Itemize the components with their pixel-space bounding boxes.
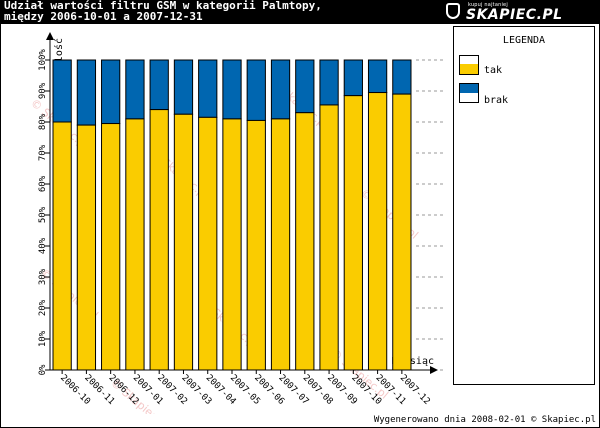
bar-tak xyxy=(295,112,315,371)
bar-tak xyxy=(367,92,388,371)
bar-tak xyxy=(52,121,72,371)
bar-brak xyxy=(319,59,339,106)
bar-tak xyxy=(392,93,412,371)
x-axis-label: Miesiąc xyxy=(392,356,434,367)
bar-brak xyxy=(52,59,72,123)
y-tick-label: 50% xyxy=(38,206,48,223)
bar-brak xyxy=(343,59,363,97)
bar-tak xyxy=(343,95,363,371)
y-tick-label: 0% xyxy=(38,364,48,375)
bar-tak xyxy=(76,124,97,371)
y-tick-label: 80% xyxy=(38,113,48,130)
footer-credit: Wygenerowano dnia 2008-02-01 © Skapiec.p… xyxy=(373,415,596,425)
y-tick-label: 60% xyxy=(38,175,48,192)
bar-tak xyxy=(101,123,121,371)
legend: LEGENDA tak brak xyxy=(453,26,595,385)
bar-brak xyxy=(198,59,218,118)
bar-brak xyxy=(149,59,169,111)
bar-brak xyxy=(246,59,266,121)
y-tick-label: 30% xyxy=(38,268,48,285)
y-tick-label: 100% xyxy=(38,49,48,71)
bar-tak xyxy=(198,116,218,371)
y-tick-label: 20% xyxy=(38,299,48,316)
x-axis-arrow xyxy=(430,366,438,374)
bar-brak xyxy=(270,59,291,120)
chart-title-line-1: Udział wartości filtru GSM w kategorii P… xyxy=(4,0,322,12)
y-tick-label: 10% xyxy=(38,330,48,347)
bar-brak xyxy=(295,59,315,114)
y-tick-label: 70% xyxy=(38,144,48,161)
chart-title-line-2: między 2006-10-01 a 2007-12-31 xyxy=(4,10,203,23)
bar-brak xyxy=(125,59,145,120)
bar-brak xyxy=(76,59,97,126)
logo-tagline: kupuj najtaniej xyxy=(468,2,508,8)
bar-tak xyxy=(125,118,145,371)
skapiec-logo[interactable]: kupuj najtaniej SKAPIEC.PL xyxy=(446,2,596,23)
bar-tak xyxy=(173,113,194,371)
bar-brak xyxy=(367,59,388,94)
y-axis-arrow xyxy=(46,32,54,40)
logo-text: SKAPIEC.PL xyxy=(466,7,563,23)
bar-brak xyxy=(173,59,194,115)
stacked-bar-chart: © Skapiec.pl© Skapiec.pl© Skapiec.pl© Sk… xyxy=(28,32,444,414)
header-bar: Udział wartości filtru GSM w kategorii P… xyxy=(0,0,600,24)
bar-brak xyxy=(101,59,121,125)
bag-icon xyxy=(446,3,460,19)
bar-brak xyxy=(222,59,242,120)
bar-brak xyxy=(392,59,412,95)
legend-title: LEGENDA xyxy=(502,35,546,46)
legend-swatch-tak xyxy=(459,55,479,75)
legend-swatch-brak xyxy=(459,83,479,103)
bar-tak xyxy=(222,118,242,371)
legend-label-tak: tak xyxy=(484,65,503,76)
bar-tak xyxy=(319,104,339,371)
legend-label-brak: brak xyxy=(484,95,509,106)
bar-tak xyxy=(149,109,169,371)
y-tick-label: 40% xyxy=(38,237,48,254)
bar-tak xyxy=(246,119,266,371)
y-tick-label: 90% xyxy=(38,82,48,99)
bar-tak xyxy=(270,118,291,371)
